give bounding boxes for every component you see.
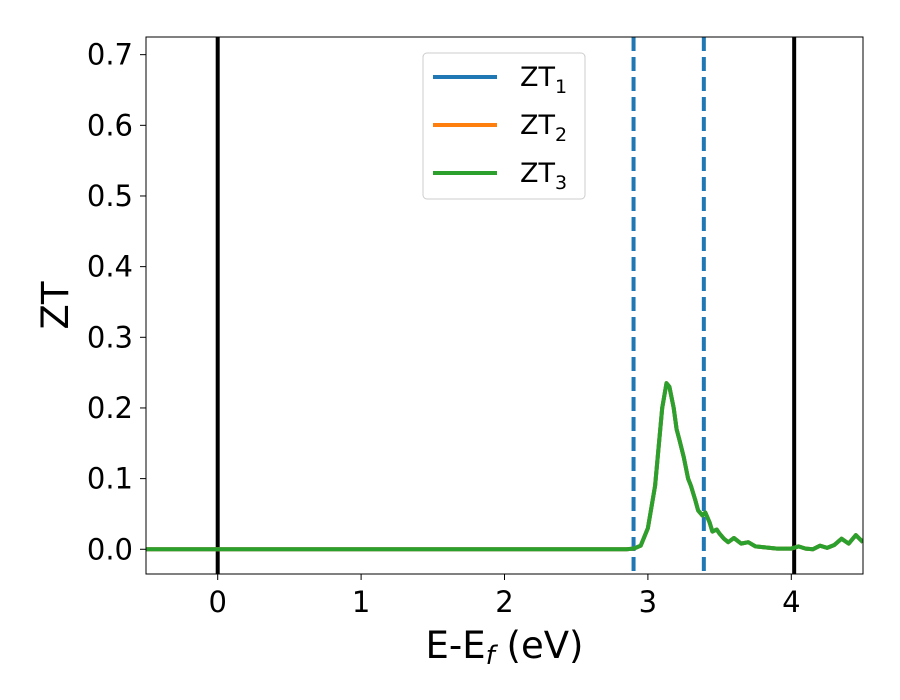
series-lines xyxy=(146,381,863,552)
x-tick-label: 3 xyxy=(639,585,657,619)
y-tick-label: 0.7 xyxy=(87,38,133,72)
x-axis-title-main: E-E xyxy=(426,624,486,667)
legend-label-main: ZT xyxy=(520,110,555,141)
legend-label-subscript: 1 xyxy=(555,76,567,98)
x-tick-label: 1 xyxy=(352,585,370,619)
x-axis-title: E-Ef (eV) xyxy=(426,624,584,671)
legend-label-main: ZT xyxy=(520,158,555,189)
y-tick-label: 0.0 xyxy=(87,532,133,566)
legend-label-main: ZT xyxy=(520,62,555,93)
legend-frame xyxy=(422,52,586,200)
legend-label-subscript: 3 xyxy=(555,172,567,194)
x-axis-title-unit: (eV) xyxy=(495,624,584,667)
series-line-3 xyxy=(146,381,863,552)
legend-label-2: ZT2 xyxy=(520,110,567,146)
y-axis-ticks: 0.0 0.1 0.2 0.3 0.4 0.5 0.6 0.7 xyxy=(87,38,146,566)
legend-label-1: ZT1 xyxy=(520,62,567,98)
y-axis-title: ZT xyxy=(34,281,77,329)
x-tick-label: 2 xyxy=(495,585,513,619)
legend-label-subscript: 2 xyxy=(555,124,567,146)
x-tick-label: 4 xyxy=(782,585,800,619)
y-tick-label: 0.1 xyxy=(87,462,133,496)
y-tick-label: 0.4 xyxy=(87,250,133,284)
y-tick-label: 0.5 xyxy=(87,179,133,213)
legend-label-3: ZT3 xyxy=(520,158,567,194)
vertical-reference-lines xyxy=(215,37,797,574)
x-tick-label: 0 xyxy=(208,585,226,619)
y-tick-label: 0.6 xyxy=(87,108,133,142)
y-tick-label: 0.2 xyxy=(87,391,133,425)
x-axis-ticks: 0 1 2 3 4 xyxy=(208,574,801,619)
y-tick-label: 0.3 xyxy=(87,320,133,354)
